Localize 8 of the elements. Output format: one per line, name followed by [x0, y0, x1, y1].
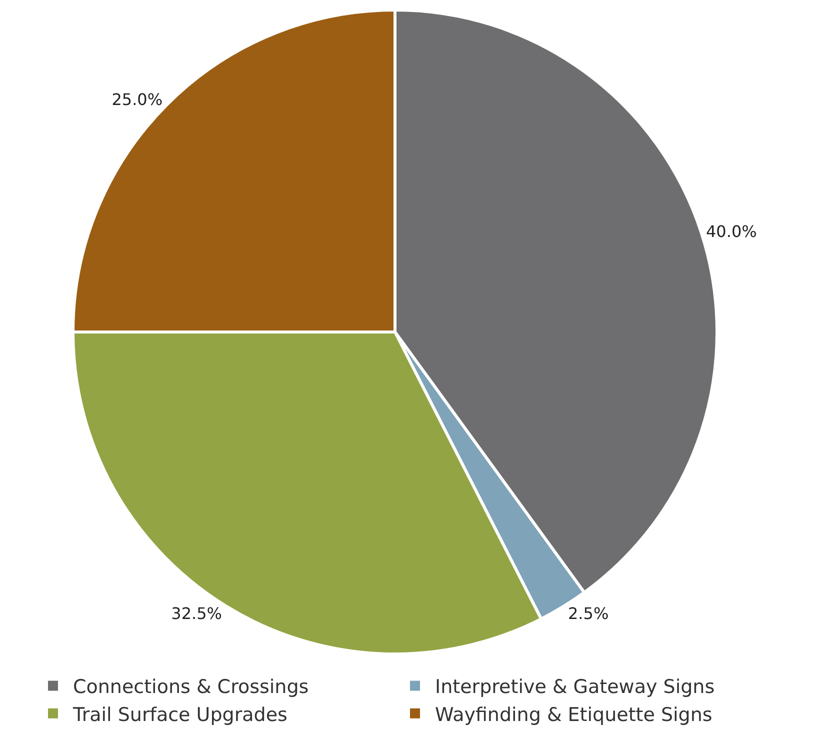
- data-label: 40.0%: [706, 222, 757, 242]
- legend-label: Connections & Crossings: [73, 676, 309, 698]
- legend-label: Wayfinding & Etiquette Signs: [435, 704, 712, 726]
- legend-label: Trail Surface Upgrades: [72, 704, 288, 726]
- data-label: 25.0%: [112, 90, 163, 110]
- legend-label: Interpretive & Gateway Signs: [435, 676, 715, 698]
- data-label: 2.5%: [568, 604, 609, 623]
- data-label: 32.5%: [171, 604, 222, 623]
